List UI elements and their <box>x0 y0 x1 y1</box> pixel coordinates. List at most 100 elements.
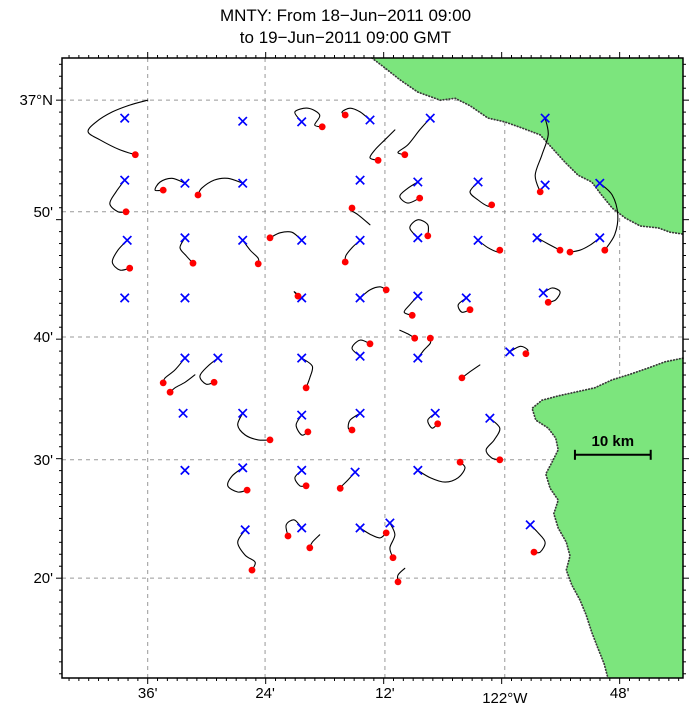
drifter-start-marker <box>296 523 307 533</box>
x-tick-label: 12' <box>375 685 395 702</box>
axes-frame <box>56 52 689 684</box>
drifter-track <box>569 237 601 253</box>
drifter-end-marker <box>601 246 609 254</box>
drifter-start-marker <box>594 232 605 243</box>
drifter-end-marker <box>426 334 434 342</box>
drifter-end-marker <box>348 204 356 212</box>
drifter-end-marker <box>401 151 409 159</box>
drifter-track <box>397 117 431 156</box>
drifter-end-marker <box>374 156 382 164</box>
drifter-start-marker <box>122 235 133 246</box>
drifter-start-marker <box>237 463 248 473</box>
coastline <box>531 357 684 679</box>
drifter-track <box>417 461 466 483</box>
drifter-start-marker <box>237 235 248 246</box>
drifter-start-marker <box>413 177 423 187</box>
drifter-end-marker <box>159 186 167 194</box>
drifter-track <box>111 239 131 271</box>
drifter-start-marker <box>413 465 423 476</box>
drifter-start-marker <box>296 465 307 476</box>
drifter-end-marker <box>394 578 402 586</box>
drifter-track <box>237 529 256 571</box>
drifter-track <box>341 107 371 121</box>
drifter-start-marker <box>485 413 495 424</box>
drifter-start-marker <box>413 291 423 301</box>
drifter-end-marker <box>458 374 466 382</box>
scale-bar-label: 10 km <box>592 433 635 450</box>
drifter-end-marker <box>424 232 432 240</box>
drifter-start-marker <box>413 232 423 243</box>
drifter-start-marker <box>237 116 248 127</box>
drifter-end-marker <box>306 544 314 552</box>
drifter-track <box>359 527 387 539</box>
drifter-start-marker <box>296 353 307 363</box>
drifter-start-marker <box>461 293 472 303</box>
drifter-end-marker <box>266 436 274 444</box>
drifter-end-marker <box>248 566 256 574</box>
plot-frame <box>61 57 684 679</box>
drifter-start-marker <box>355 235 365 246</box>
drifter-start-marker <box>430 408 441 419</box>
drifter-end-marker <box>496 456 504 464</box>
drifter-end-marker <box>530 548 538 556</box>
x-tick-label: 122°W <box>482 690 528 707</box>
figure-title-line2: to 19−Jun−2011 09:00 GMT <box>239 28 452 47</box>
y-tick-label: 50' <box>33 204 53 221</box>
drifter-end-marker <box>194 191 202 199</box>
drifter-end-marker <box>210 378 218 386</box>
drifter-end-marker <box>341 258 349 266</box>
drifter-start-marker <box>594 178 605 189</box>
drifter-start-marker <box>355 293 365 303</box>
drifter-end-marker <box>284 532 292 540</box>
drifter-start-marker <box>532 232 542 243</box>
drifter-track <box>457 297 471 313</box>
drifter-track <box>169 374 196 393</box>
drifter-end-marker <box>434 420 442 428</box>
drifter-start-marker <box>350 467 360 477</box>
drifter-end-marker <box>556 246 564 254</box>
drifter-end-marker <box>496 246 504 254</box>
drifter-track <box>199 357 219 385</box>
drifter-track <box>301 357 314 389</box>
y-tick-label: 40' <box>33 329 53 346</box>
drifter-track <box>87 99 149 156</box>
drifter-end-marker <box>166 388 174 396</box>
drifter-start-marker <box>525 520 536 530</box>
y-tick-label: 20' <box>33 570 53 587</box>
drifter-end-marker <box>341 111 349 119</box>
drifter-start-marker <box>355 351 365 362</box>
scale-bar: 10 km <box>573 433 652 460</box>
drifter-track <box>599 182 619 251</box>
drifter-end-marker <box>159 379 167 387</box>
drifter-start-marker <box>119 113 130 123</box>
drifter-start-marker <box>180 293 190 303</box>
drifter-start-marker <box>473 177 483 187</box>
x-tick-label: 48' <box>610 685 630 702</box>
drifter-track <box>542 287 561 303</box>
drifter-track <box>369 129 396 161</box>
drifter-start-marker <box>540 180 550 190</box>
drifter-track <box>529 524 546 554</box>
drifter-track <box>179 237 194 264</box>
drifter-end-marker <box>126 264 134 272</box>
drifter-end-marker <box>544 298 552 306</box>
drifter-end-marker <box>318 123 326 131</box>
drifter-start-marker <box>504 347 515 357</box>
drifter-track <box>389 522 396 559</box>
drifter-start-marker <box>180 465 190 476</box>
drifter-end-marker <box>382 286 390 294</box>
drifter-end-marker <box>366 340 374 348</box>
land-polygon <box>371 58 683 235</box>
drifter-end-marker <box>566 248 574 256</box>
drifter-start-marker <box>180 232 190 243</box>
drifter-start-marker <box>538 288 549 298</box>
drifter-track <box>294 107 323 128</box>
drifter-end-marker <box>408 311 416 319</box>
drifter-start-marker <box>119 293 130 303</box>
drifter-start-marker <box>237 178 248 189</box>
drifter-end-marker <box>389 554 397 562</box>
axis-labels: 36' 24' 12' 122°W 48' 37°N 50' 40' 30' 20' <box>19 92 629 707</box>
drifter-end-marker <box>243 486 251 494</box>
